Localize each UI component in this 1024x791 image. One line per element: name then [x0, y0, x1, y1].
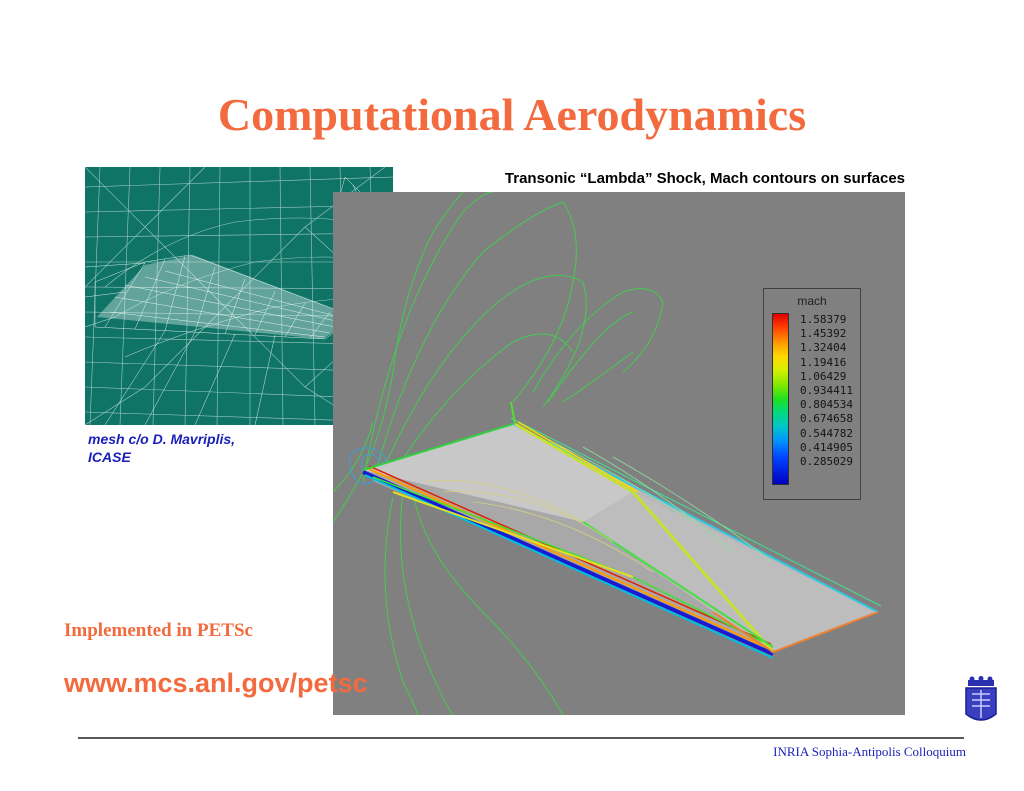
legend-color-bar	[772, 313, 789, 485]
implemented-note: Implemented in PETSc	[64, 620, 253, 641]
mesh-caption-line2: ICASE	[88, 449, 131, 465]
legend-value: 1.32404	[800, 341, 847, 355]
legend-value: 0.285029	[800, 454, 853, 468]
simulation-image: mach 1.58379 1.45392 1.32404 1.19416 1.0…	[333, 192, 905, 715]
mach-legend: mach 1.58379 1.45392 1.32404 1.19416 1.0…	[763, 288, 861, 500]
legend-value: 0.674658	[800, 412, 853, 426]
legend-value: 1.58379	[800, 313, 847, 326]
footer-text: INRIA Sophia-Antipolis Colloquium	[773, 744, 966, 759]
mesh-caption-line1: mesh c/o D. Mavriplis,	[88, 431, 236, 447]
legend-value: 1.06429	[800, 369, 847, 383]
institution-logo-icon	[965, 676, 997, 721]
legend-value: 1.45392	[800, 327, 847, 341]
legend-value: 1.19416	[800, 355, 847, 369]
mach-contour-graphic	[333, 192, 882, 715]
legend-value: 0.804534	[800, 398, 853, 412]
legend-value: 0.414905	[800, 440, 853, 454]
legend-value: 0.934411	[800, 383, 853, 397]
legend-title: mach	[797, 294, 827, 308]
petsc-url-link[interactable]: www.mcs.anl.gov/petsc	[64, 668, 368, 698]
footer-divider	[78, 737, 964, 739]
legend-value: 0.544782	[800, 426, 853, 440]
slide-title: Computational Aerodynamics	[217, 89, 807, 140]
mesh-caption: mesh c/o D. Mavriplis, ICASE	[88, 430, 308, 466]
legend-values: 1.58379 1.45392 1.32404 1.19416 1.06429 …	[800, 313, 853, 469]
simulation-caption: Transonic “Lambda” Shock, Mach contours …	[504, 170, 905, 187]
